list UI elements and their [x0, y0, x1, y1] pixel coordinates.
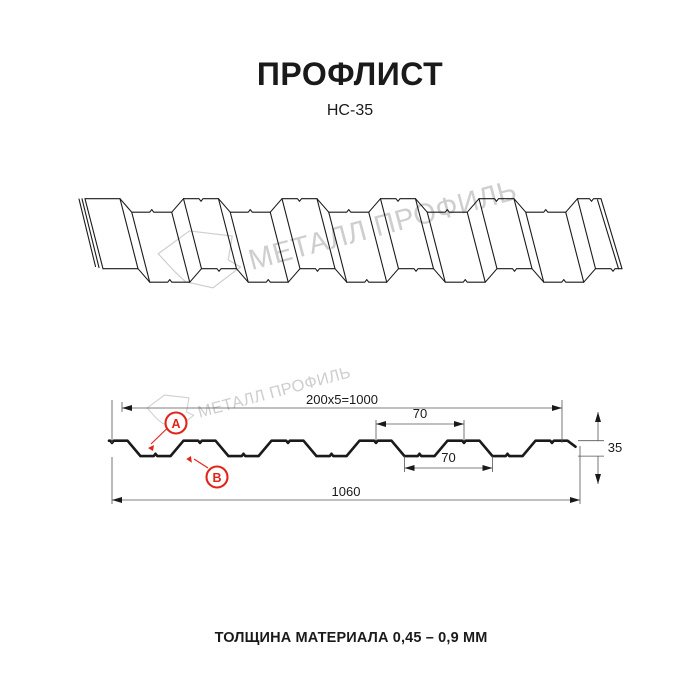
- svg-text:МЕТАЛЛ ПРОФИЛЬ: МЕТАЛЛ ПРОФИЛЬ: [245, 174, 520, 276]
- svg-text:ПРОФЛИСТ: ПРОФЛИСТ: [257, 56, 443, 92]
- svg-text:1060: 1060: [332, 484, 361, 499]
- svg-text:70: 70: [441, 450, 455, 465]
- svg-text:B: B: [212, 471, 221, 485]
- svg-text:35: 35: [608, 440, 622, 455]
- svg-text:ТОЛЩИНА МАТЕРИАЛА 0,45 – 0,9 М: ТОЛЩИНА МАТЕРИАЛА 0,45 – 0,9 ММ: [215, 630, 488, 646]
- svg-text:70: 70: [413, 406, 427, 421]
- svg-text:НС-35: НС-35: [327, 102, 373, 119]
- svg-text:A: A: [171, 417, 180, 431]
- svg-text:200x5=1000: 200x5=1000: [306, 392, 378, 407]
